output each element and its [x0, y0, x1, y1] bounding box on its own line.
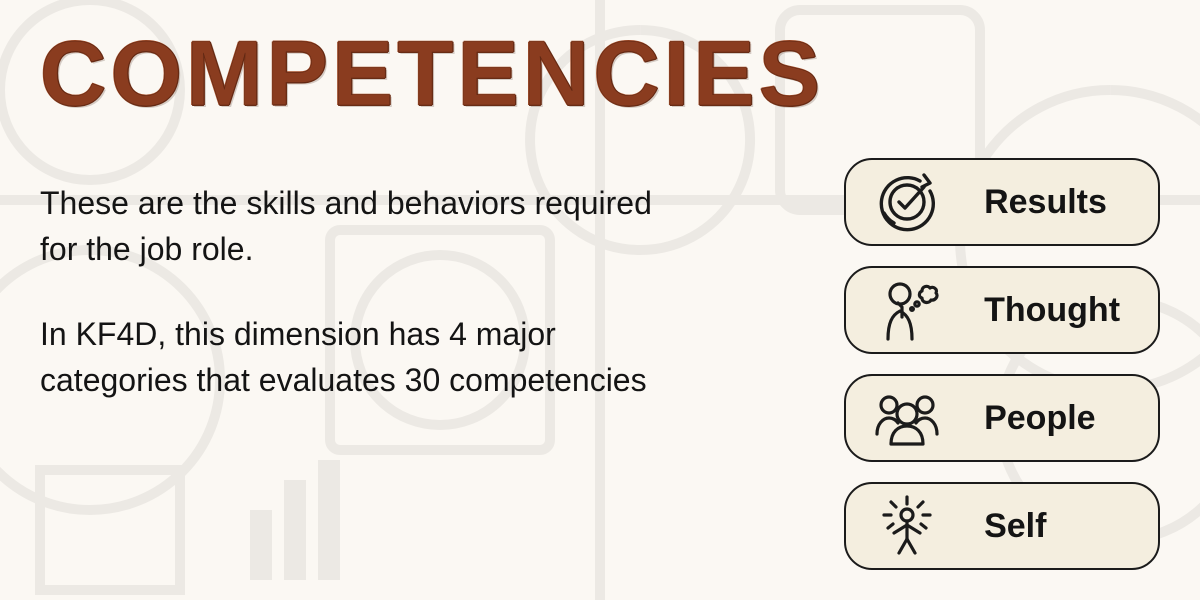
main-text-column: COMPETENCIES These are the skills and be…: [40, 28, 844, 570]
category-pill-results: Results: [844, 158, 1160, 246]
thinking-person-icon: [868, 276, 946, 344]
category-label: Results: [984, 183, 1107, 222]
category-label: Self: [984, 507, 1046, 546]
category-pill-self: Self: [844, 482, 1160, 570]
category-label: People: [984, 399, 1095, 438]
category-pill-thought: Thought: [844, 266, 1160, 354]
categories-list: Results Thought: [844, 28, 1160, 570]
body-paragraph-1: These are the skills and behaviors requi…: [40, 180, 680, 273]
checkmark-cycle-icon: [868, 168, 946, 236]
body-paragraph-2: In KF4D, this dimension has 4 major cate…: [40, 311, 680, 404]
people-group-icon: [868, 384, 946, 452]
category-label: Thought: [984, 291, 1120, 330]
body-copy: These are the skills and behaviors requi…: [40, 180, 680, 404]
page-title: COMPETENCIES: [40, 28, 824, 120]
category-pill-people: People: [844, 374, 1160, 462]
radiant-person-icon: [868, 492, 946, 560]
